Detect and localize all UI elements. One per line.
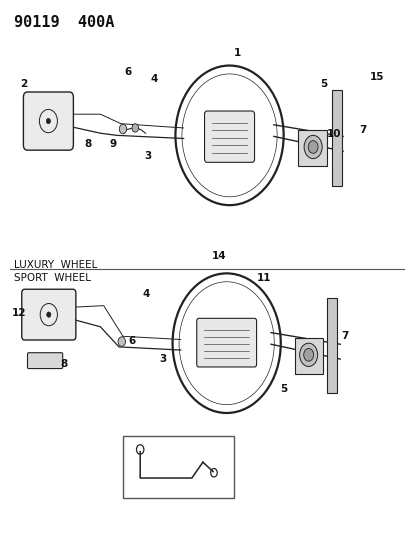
Text: 8: 8 (61, 359, 68, 369)
Circle shape (119, 124, 126, 134)
FancyBboxPatch shape (294, 338, 322, 374)
Text: LUXURY  WHEEL: LUXURY WHEEL (14, 260, 97, 270)
Text: 14: 14 (211, 251, 226, 261)
Text: 2: 2 (20, 79, 27, 89)
Circle shape (46, 118, 50, 124)
Text: 1: 1 (233, 47, 240, 58)
Text: 13: 13 (122, 456, 136, 466)
Text: 8: 8 (84, 139, 92, 149)
Text: 12: 12 (11, 308, 26, 318)
Text: 6: 6 (124, 67, 132, 77)
FancyBboxPatch shape (27, 353, 63, 368)
Text: 15: 15 (369, 72, 383, 82)
Text: 7: 7 (358, 125, 366, 135)
Bar (123, 435, 234, 498)
Text: 7: 7 (341, 332, 348, 341)
Text: 5: 5 (319, 79, 326, 89)
FancyBboxPatch shape (24, 92, 73, 150)
Circle shape (308, 141, 317, 154)
FancyBboxPatch shape (326, 298, 336, 393)
Circle shape (299, 343, 317, 367)
FancyBboxPatch shape (22, 289, 76, 340)
Text: SPORT  WHEEL: SPORT WHEEL (14, 273, 91, 284)
Circle shape (47, 312, 51, 317)
Text: 5: 5 (279, 384, 287, 394)
Text: 11: 11 (256, 273, 271, 284)
Circle shape (304, 135, 321, 159)
FancyBboxPatch shape (204, 111, 254, 163)
Text: 90119  400A: 90119 400A (14, 15, 114, 30)
Circle shape (132, 124, 138, 132)
Circle shape (118, 337, 125, 346)
FancyBboxPatch shape (297, 130, 327, 166)
Text: 3: 3 (159, 354, 166, 364)
Circle shape (303, 349, 313, 361)
Text: 3: 3 (144, 151, 151, 161)
Text: 10: 10 (326, 129, 340, 139)
FancyBboxPatch shape (331, 91, 342, 185)
Text: 4: 4 (150, 74, 157, 84)
Text: 6: 6 (128, 336, 136, 346)
Text: 9: 9 (110, 139, 117, 149)
FancyBboxPatch shape (196, 318, 256, 367)
Text: 4: 4 (142, 289, 150, 300)
